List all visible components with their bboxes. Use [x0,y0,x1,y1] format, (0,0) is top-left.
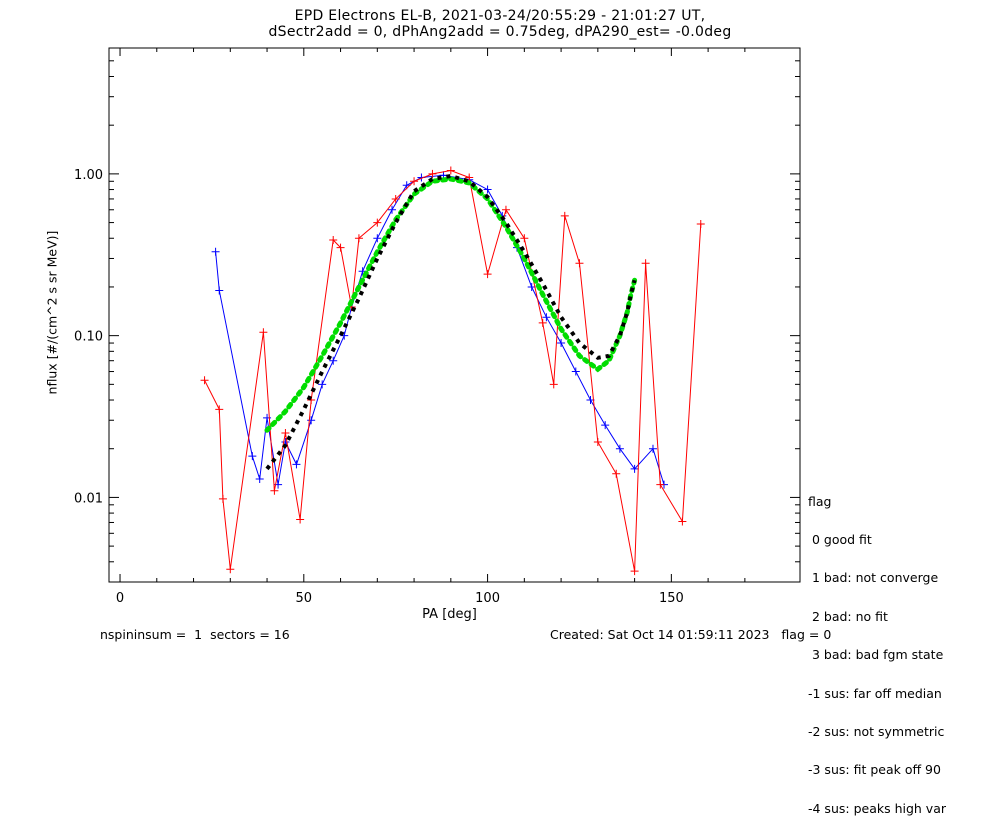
data-point [648,444,657,453]
data-point [373,218,382,227]
data-point [538,318,547,327]
data-point [549,380,558,389]
data-point [259,328,268,337]
data-point [307,416,316,425]
data-point [292,460,301,469]
data-point [211,247,220,256]
footer-right: Created: Sat Oct 14 01:59:11 2023 flag =… [550,627,832,642]
flag-legend: flag 0 good fit 1 bad: not converge 2 ba… [808,470,946,828]
x-tick-label: 50 [296,591,313,606]
data-point [696,219,705,228]
data-point [391,194,400,203]
data-point [226,565,235,574]
plot-area: 0 50 100 150 PA [deg] 0.01 0.10 1.00 [74,47,801,622]
data-point [255,474,264,483]
data-point [428,169,437,178]
data-point [465,173,474,182]
legend-entry: -2 sus: not symmetric [808,723,945,739]
legend-entry: 2 bad: no fit [808,608,888,624]
data-point [318,380,327,389]
x-tick-label: 0 [116,591,124,606]
data-point [557,339,566,348]
data-point [296,515,305,524]
data-point [483,185,492,194]
data-point [248,452,257,461]
legend-entry: -1 sus: far off median [808,685,942,701]
y-tick-label: 0.01 [74,491,103,506]
data-point [630,567,639,576]
legend-entry: 3 bad: bad fgm state [808,647,944,663]
data-point [446,166,455,175]
data-point [215,405,224,414]
data-point [373,234,382,243]
series-line [204,169,702,572]
data-point [615,444,624,453]
x-axis-label: PA [deg] [422,607,477,622]
legend-entry: -3 sus: fit peak off 90 [808,762,941,778]
data-point [656,480,665,489]
data-point [281,429,290,438]
data-point [542,313,551,322]
data-point [575,259,584,268]
y-tick-label: 1.00 [74,168,103,183]
data-point [560,211,569,220]
data-point [329,236,338,245]
y-tick-label: 0.10 [74,330,103,345]
data-point [354,234,363,243]
data-point [641,259,650,268]
data-point [630,464,639,473]
chart-subtitle: dSectr2add = 0, dPhAng2add = 0.75deg, dP… [268,24,732,40]
fit-curve [264,176,638,433]
legend-entry: 0 good fit [808,531,872,547]
legend-title: flag [808,493,832,509]
data-point [200,376,209,385]
data-point [520,234,529,243]
data-point [215,286,224,295]
data-point [410,177,419,186]
chart-title: EPD Electrons EL-B, 2021-03-24/20:55:29 … [294,8,706,24]
data-point [571,367,580,376]
data-point [593,438,602,447]
legend-entry: -4 sus: peaks high var [808,800,947,816]
plot-frame [108,47,801,583]
legend-entry: 1 bad: not converge [808,570,939,586]
data-point [329,356,338,365]
data-point [388,205,397,214]
y-axis-label: nflux [#/(cm^2 s sr MeV)] [44,230,60,395]
series-line [215,174,665,485]
data-point [218,494,227,503]
data-point [336,243,345,252]
data-point [601,421,610,430]
data-point [270,486,279,495]
fit-curve [265,173,637,471]
data-point [483,270,492,279]
data-point [501,205,510,214]
data-point [678,517,687,526]
x-tick-label: 150 [659,591,684,606]
data-point [527,282,536,291]
data-point [612,469,621,478]
x-tick-label: 100 [475,591,500,606]
footer-left: nspininsum = 1 sectors = 16 [100,627,290,642]
